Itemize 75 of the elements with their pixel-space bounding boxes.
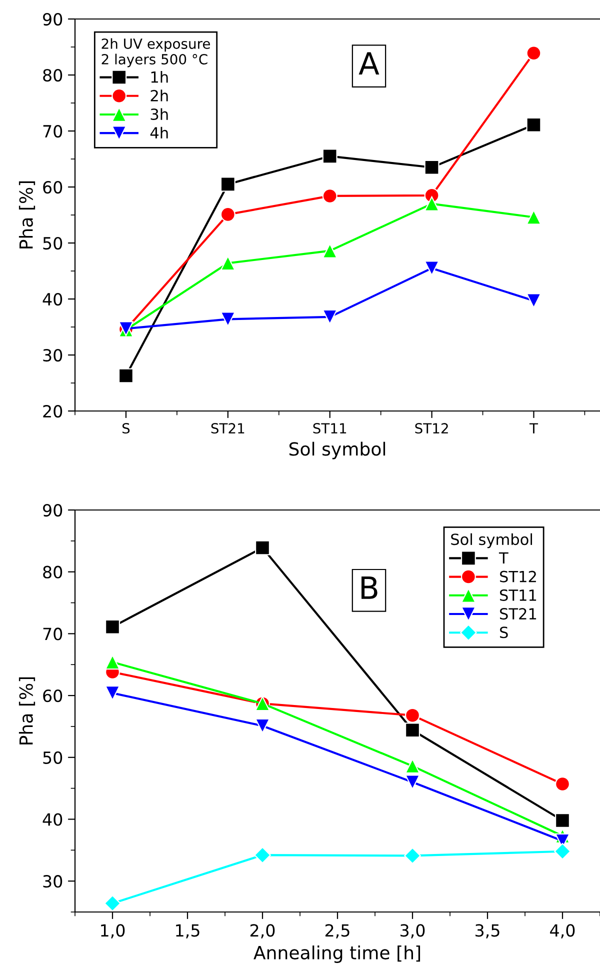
- point: [424, 260, 440, 276]
- point: [424, 196, 440, 212]
- y-tick-label: 60: [43, 690, 62, 702]
- x-tick-label: S: [122, 423, 130, 434]
- point: [322, 309, 338, 324]
- y-tick-label: 70: [43, 124, 62, 138]
- y-tick-label: 30: [43, 348, 62, 362]
- point: [220, 312, 236, 327]
- x-tick-label: 3,0: [400, 924, 425, 938]
- point: [220, 176, 236, 192]
- point: [322, 188, 338, 204]
- point: [322, 243, 338, 258]
- y-axis-title: Pha [%]: [18, 677, 36, 744]
- y-tick-label: 40: [42, 813, 62, 826]
- x-tick-label: 4,0: [550, 924, 575, 938]
- point: [555, 776, 570, 792]
- x-tick-label: 1,0: [101, 924, 125, 938]
- y-tick-label: 30: [43, 875, 62, 888]
- x-tick-label: ST21: [211, 423, 244, 434]
- legend-label: ST12: [500, 570, 536, 582]
- legend-label: ST21: [500, 608, 536, 620]
- point: [526, 293, 542, 308]
- point: [220, 256, 236, 271]
- point: [405, 758, 420, 774]
- x-tick-label: 2,5: [325, 924, 350, 938]
- x-axis-title: Annealing time [h]: [254, 945, 420, 963]
- annotation: A: [358, 52, 380, 74]
- point: [254, 846, 271, 864]
- y-tick-label: 90: [43, 12, 62, 26]
- x-tick-label: T: [529, 423, 538, 434]
- point: [105, 654, 120, 670]
- x-axis-title: Sol symbol: [289, 442, 386, 460]
- legend-label: T: [498, 552, 508, 564]
- y-tick-label: 70: [43, 628, 62, 640]
- legend-label: ST11: [500, 589, 536, 601]
- point: [405, 774, 420, 790]
- x-tick-label: ST12: [415, 423, 448, 434]
- legend-title: Sol symbol: [451, 533, 532, 548]
- point: [255, 718, 270, 734]
- legend-label: 3h: [150, 108, 168, 120]
- y-tick-label: 40: [42, 292, 62, 306]
- point: [526, 117, 542, 132]
- point: [405, 722, 420, 738]
- point: [526, 210, 542, 225]
- point: [405, 708, 420, 723]
- y-tick-label: 80: [43, 68, 62, 82]
- y-tick-label: 90: [43, 504, 62, 517]
- x-tick-label: 3,5: [476, 924, 500, 938]
- legend-title: 2h UV exposure 2 layers 500 °C: [102, 38, 210, 68]
- y-tick-label: 50: [43, 236, 62, 250]
- y-tick-label: 80: [43, 566, 62, 578]
- legend-label: 1h: [151, 71, 168, 83]
- legend-label: 4h: [150, 126, 168, 138]
- y-tick-label: 20: [43, 404, 62, 418]
- point: [255, 540, 270, 556]
- point: [118, 368, 134, 384]
- point: [104, 894, 121, 912]
- point: [322, 148, 338, 164]
- annotation: B: [362, 576, 378, 599]
- x-tick-label: 1,5: [176, 924, 200, 938]
- point: [105, 686, 120, 701]
- x-tick-label: ST11: [313, 423, 346, 434]
- y-axis-title: Pha [%]: [18, 181, 36, 248]
- point: [526, 46, 542, 61]
- y-tick-label: 60: [43, 180, 62, 194]
- point: [220, 206, 236, 222]
- x-tick-label: 2,0: [250, 924, 275, 938]
- y-tick-label: 50: [43, 751, 62, 764]
- point: [105, 619, 120, 634]
- legend-label: 2h: [150, 90, 168, 102]
- legend-label: S: [500, 626, 508, 638]
- point: [554, 842, 571, 860]
- point: [555, 812, 570, 828]
- point: [404, 847, 421, 864]
- point: [424, 160, 440, 175]
